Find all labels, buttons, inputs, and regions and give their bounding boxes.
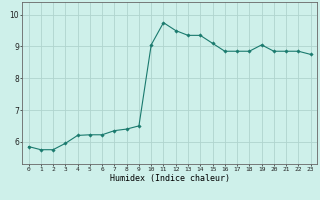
X-axis label: Humidex (Indice chaleur): Humidex (Indice chaleur) <box>110 174 230 183</box>
